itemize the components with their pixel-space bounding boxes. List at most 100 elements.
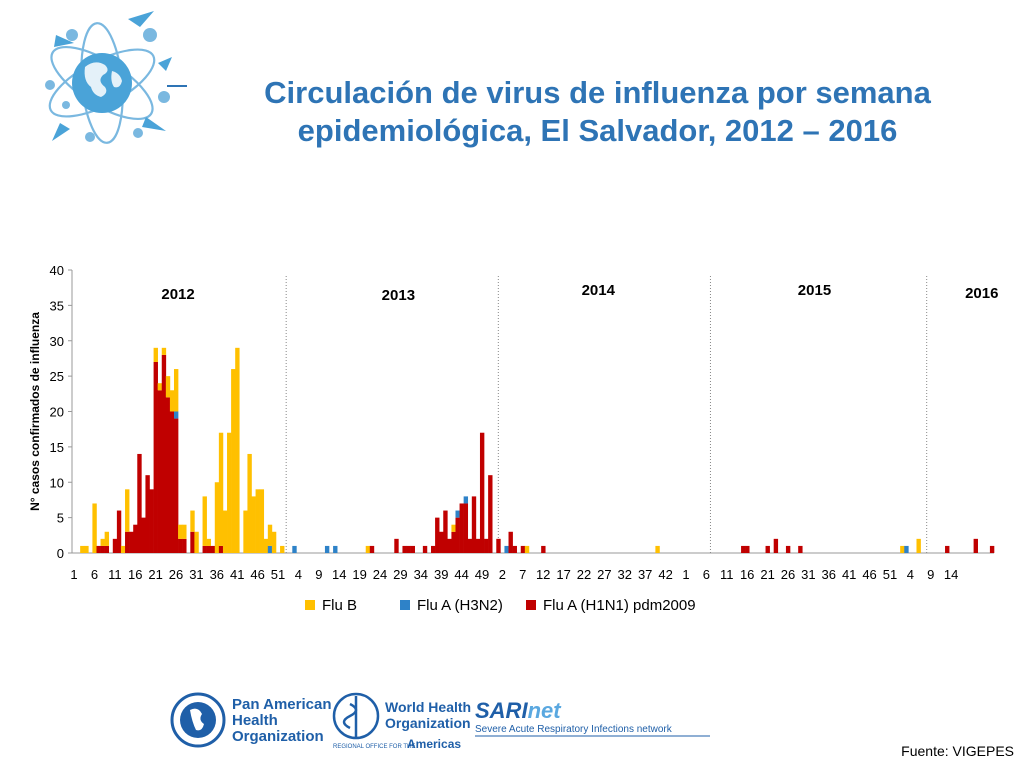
bar-h1n1 bbox=[989, 545, 995, 553]
bar-h1n1 bbox=[741, 545, 746, 553]
bar-h1n1 bbox=[475, 538, 481, 553]
bar-flu-b bbox=[182, 524, 187, 539]
bar-h3n2 bbox=[455, 510, 460, 518]
x-tick-label: 42 bbox=[658, 567, 672, 582]
x-tick-label: 32 bbox=[618, 567, 632, 582]
bar-flu-b bbox=[80, 545, 85, 553]
bar-flu-b bbox=[251, 496, 256, 553]
y-axis-label: N° casos confirmados de influenza bbox=[28, 312, 42, 511]
bar-h1n1 bbox=[173, 418, 179, 553]
bar-h1n1 bbox=[471, 496, 477, 553]
y-tick-label: 5 bbox=[57, 511, 64, 526]
x-tick-label: 7 bbox=[519, 567, 526, 582]
influenza-chart: 0 5 10 15 20 25 30 35 40 N° casos confirmados de … bbox=[28, 263, 998, 614]
bar-h3n2 bbox=[904, 545, 909, 553]
bar-h1n1 bbox=[765, 545, 770, 553]
bar-h1n1 bbox=[169, 411, 175, 553]
bar-flu-b bbox=[247, 453, 252, 553]
bar-h1n1 bbox=[165, 397, 171, 553]
bar-h1n1 bbox=[112, 538, 118, 553]
bar-h1n1 bbox=[178, 538, 183, 553]
bar-h1n1 bbox=[451, 531, 456, 553]
y-tick-label: 35 bbox=[50, 298, 64, 313]
bar-h1n1 bbox=[161, 354, 167, 553]
bar-flu-b bbox=[202, 496, 207, 546]
legend-label: Flu A (H3N2) bbox=[417, 597, 503, 614]
x-tick-label: 51 bbox=[883, 567, 897, 582]
source-note: Fuente: VIGEPES bbox=[901, 743, 1014, 759]
x-tick-label: 17 bbox=[556, 567, 570, 582]
legend-swatch bbox=[305, 600, 315, 610]
bar-h1n1 bbox=[496, 538, 501, 553]
who-text-1: World Health bbox=[385, 699, 471, 715]
bar-h1n1 bbox=[785, 545, 791, 553]
page-title: Circulación de virus de influenza por se… bbox=[190, 74, 1005, 150]
bar-h1n1 bbox=[431, 545, 436, 553]
x-tick-label: 41 bbox=[230, 567, 244, 582]
bar-h1n1 bbox=[394, 538, 399, 553]
bar-flu-b bbox=[222, 510, 228, 553]
year-label: 2015 bbox=[798, 282, 831, 299]
bar-h3n2 bbox=[504, 545, 509, 553]
bar-flu-b bbox=[267, 524, 273, 546]
legend-swatch bbox=[400, 600, 410, 610]
year-label: 2012 bbox=[161, 286, 194, 303]
bar-flu-b bbox=[271, 531, 277, 553]
bar-h3n2 bbox=[463, 496, 469, 504]
bar-h1n1 bbox=[512, 545, 517, 553]
x-tick-label: 26 bbox=[169, 567, 183, 582]
y-tick-label: 10 bbox=[50, 475, 64, 490]
bar-h1n1 bbox=[508, 531, 513, 553]
bar-h1n1 bbox=[206, 545, 212, 553]
bar-h1n1 bbox=[129, 531, 134, 553]
bar-h1n1 bbox=[182, 538, 187, 553]
x-tick-label: 34 bbox=[414, 567, 428, 582]
bar-flu-b bbox=[153, 347, 158, 362]
bar-flu-b bbox=[165, 376, 171, 398]
legend-swatch bbox=[526, 600, 536, 610]
bar-h1n1 bbox=[137, 453, 142, 553]
legend-label: Flu A (H1N1) pdm2009 bbox=[543, 597, 696, 614]
bar-h1n1 bbox=[945, 545, 950, 553]
year-labels: 2012 2013 2014 2015 2016 bbox=[161, 282, 998, 304]
bar-h1n1 bbox=[96, 545, 101, 553]
who-logo bbox=[332, 692, 380, 740]
x-tick-label: 19 bbox=[352, 567, 366, 582]
bar-h1n1 bbox=[773, 538, 779, 553]
y-tick-label: 15 bbox=[50, 440, 64, 455]
x-tick-label: 1 bbox=[70, 567, 77, 582]
bar-flu-b bbox=[84, 545, 89, 553]
y-tick-label: 20 bbox=[50, 405, 64, 420]
bar-h3n2 bbox=[173, 411, 179, 419]
x-tick-label: 4 bbox=[907, 567, 914, 582]
bar-h1n1 bbox=[520, 545, 526, 553]
x-tick-label: 11 bbox=[720, 567, 734, 582]
bar-h3n2 bbox=[267, 545, 273, 553]
x-tick-label: 22 bbox=[577, 567, 591, 582]
x-tick-label: 14 bbox=[944, 567, 958, 582]
bar-h3n2 bbox=[324, 545, 330, 553]
bar-flu-b bbox=[194, 531, 199, 553]
bar-h1n1 bbox=[798, 545, 803, 553]
who-regional-text: REGIONAL OFFICE FOR THE bbox=[333, 744, 415, 750]
bar-flu-b bbox=[255, 489, 260, 553]
y-tick-label: 30 bbox=[50, 334, 64, 349]
x-tick-label: 24 bbox=[373, 567, 387, 582]
bar-h1n1 bbox=[402, 545, 407, 553]
bar-h1n1 bbox=[149, 489, 154, 553]
bar-h1n1 bbox=[479, 432, 485, 553]
x-tick-label: 44 bbox=[454, 567, 468, 582]
y-tick-label: 40 bbox=[50, 263, 64, 278]
x-tick-label: 36 bbox=[210, 567, 224, 582]
who-americas-text: Americas bbox=[407, 737, 461, 751]
paho-logo bbox=[170, 692, 226, 748]
bar-h1n1 bbox=[133, 524, 138, 553]
x-tick-label: 16 bbox=[128, 567, 142, 582]
bars bbox=[80, 347, 995, 553]
x-tick-label: 46 bbox=[862, 567, 876, 582]
x-tick-label: 31 bbox=[189, 567, 203, 582]
x-axis: 1 6 11 16 21 26 31 36 41 46 51 4 9 14 19 24 29 34 39 44 49 2 7… bbox=[70, 552, 994, 582]
bar-h1n1 bbox=[116, 510, 122, 553]
bar-flu-b bbox=[259, 489, 265, 553]
bar-h1n1 bbox=[202, 545, 207, 553]
